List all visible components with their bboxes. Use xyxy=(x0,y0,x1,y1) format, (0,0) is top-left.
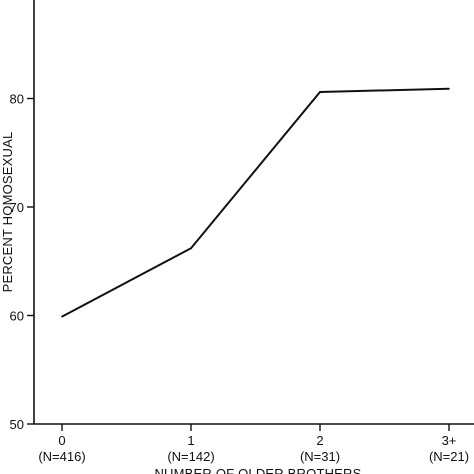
y-tick-label: 60 xyxy=(10,309,24,324)
y-tick-label: 70 xyxy=(10,200,24,215)
data-point xyxy=(61,315,63,318)
x-axis-ticks: 0(N=416) 1(N=142) 2(N=31) 3+(N=21) xyxy=(38,424,469,464)
y-axis-ticks: 5060708090 xyxy=(10,92,34,432)
x-tick-label: 3+ xyxy=(442,433,457,448)
x-tick-count-label: (N=31) xyxy=(300,449,340,464)
plot-frame xyxy=(33,0,474,425)
y-tick-label: 80 xyxy=(10,92,24,107)
y-axis-label: PERCENT HOMOSEXUAL xyxy=(0,132,15,293)
series-layer xyxy=(61,87,450,318)
data-point xyxy=(190,247,192,250)
x-tick-count-label: (N=416) xyxy=(38,449,85,464)
x-tick-count-label: (N=21) xyxy=(429,449,469,464)
x-tick-label: 1 xyxy=(187,433,194,448)
data-point xyxy=(448,87,450,90)
series-line xyxy=(61,87,450,318)
x-tick-label: 0 xyxy=(58,433,65,448)
data-point xyxy=(319,91,321,93)
y-tick-label: 50 xyxy=(10,417,24,432)
x-axis-label: NUMBER OF OLDER BROTHERS xyxy=(154,466,361,474)
x-tick-count-label: (N=142) xyxy=(167,449,214,464)
x-tick-label: 2 xyxy=(316,433,323,448)
